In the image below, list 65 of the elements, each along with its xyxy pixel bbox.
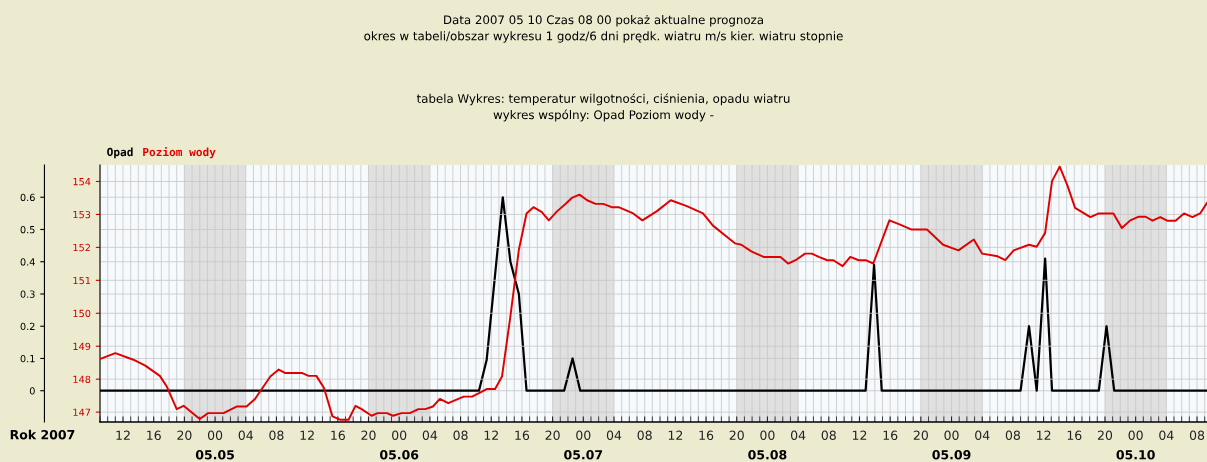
y2-tick-label: 148 — [73, 375, 91, 383]
y2-tick-label: 151 — [73, 276, 91, 285]
x2-tick-label: 05.06 — [380, 450, 419, 460]
y-tick-label: 0.6 — [20, 193, 35, 202]
y2-tick-label: 150 — [73, 309, 91, 318]
x-tick-label: 08 — [1005, 430, 1021, 441]
x-tick-label: 16 — [883, 430, 898, 441]
x-tick-label: 20 — [545, 430, 560, 441]
x-tick-label: 04 — [238, 430, 254, 441]
x-tick-label: 04 — [606, 430, 622, 441]
x-tick-label: 16 — [1067, 430, 1082, 441]
x-tick-label: 00 — [207, 430, 223, 441]
y2-tick-label: 154 — [73, 178, 91, 186]
x-tick-label: 12 — [300, 430, 314, 440]
x-tick-label: 12 — [484, 430, 498, 440]
x-tick-label: 12 — [668, 430, 683, 440]
text: okres w tabeli/obszar wykresu 1 godz/6 dni prędk. wiatru m/s kier. wiatru stopnie — [364, 31, 843, 43]
x-tick-label: 20 — [729, 430, 744, 441]
y-tick-label: 0 — [29, 387, 35, 395]
x-tick-label: 20 — [361, 430, 376, 441]
x-tick-label: 16 — [147, 430, 161, 441]
x-tick-label: 16 — [515, 430, 530, 441]
text: Opad — [107, 147, 133, 159]
y2-tick-label: 153 — [73, 210, 91, 219]
x-tick-label: 20 — [1097, 430, 1113, 441]
y2-tick-label: 149 — [73, 342, 91, 351]
x-tick-label: 08 — [453, 430, 468, 441]
x-tick-label: 12 — [116, 430, 130, 440]
x-tick-label: 08 — [1189, 430, 1205, 441]
y-tick-label: 0.3 — [20, 290, 35, 298]
text: Poziom wody — [143, 146, 216, 159]
text: tabela Wykres: temperatur wilgotności, ciśnienia, opadu wiatru — [416, 93, 790, 106]
x2-tick-label: 05.10 — [1116, 450, 1155, 460]
x-tick-label: 04 — [1159, 430, 1174, 441]
x2-tick-label: 05.07 — [564, 450, 603, 460]
x-tick-label: 12 — [1037, 430, 1051, 440]
x-tick-label: 20 — [913, 430, 928, 441]
x-tick-label: 00 — [1128, 430, 1143, 441]
text: Data 2007 05 10 Czas 08 00 pokaż aktualne prognoza — [444, 15, 763, 27]
y-tick-label: 0.1 — [20, 354, 35, 363]
x-tick-label: 16 — [331, 430, 345, 441]
x-tick-label: 00 — [576, 430, 591, 441]
x-tick-label: 04 — [975, 430, 990, 441]
x2-tick-label: 05.08 — [748, 450, 787, 460]
line-series — [100, 165, 1207, 421]
y-tick-label: 0.4 — [20, 258, 35, 266]
x-tick-label: 04 — [422, 430, 438, 441]
x-tick-label: 16 — [699, 430, 714, 441]
text: wykres wspólny: Opad Poziom wody - — [493, 109, 714, 122]
x-tick-label: 20 — [177, 430, 192, 441]
y-tick-label: 0.5 — [20, 225, 35, 234]
x2-tick-label: 05.05 — [195, 450, 234, 460]
x-tick-label: 00 — [392, 430, 407, 441]
y2-tick-label: 152 — [73, 243, 90, 252]
x-tick-label: 04 — [790, 430, 806, 441]
x-tick-label: 00 — [760, 430, 775, 441]
x-axis-title: Rok 2007 — [10, 429, 75, 440]
y2-tick-label: 147 — [73, 408, 91, 416]
x-tick-label: 08 — [637, 430, 652, 441]
x-tick-label: 08 — [269, 430, 284, 441]
x2-tick-label: 05.09 — [932, 450, 971, 460]
y-tick-label: 0.2 — [20, 322, 35, 331]
x-tick-label: 00 — [944, 430, 959, 441]
x-tick-label: 08 — [821, 430, 836, 441]
x-tick-label: 12 — [852, 430, 867, 440]
